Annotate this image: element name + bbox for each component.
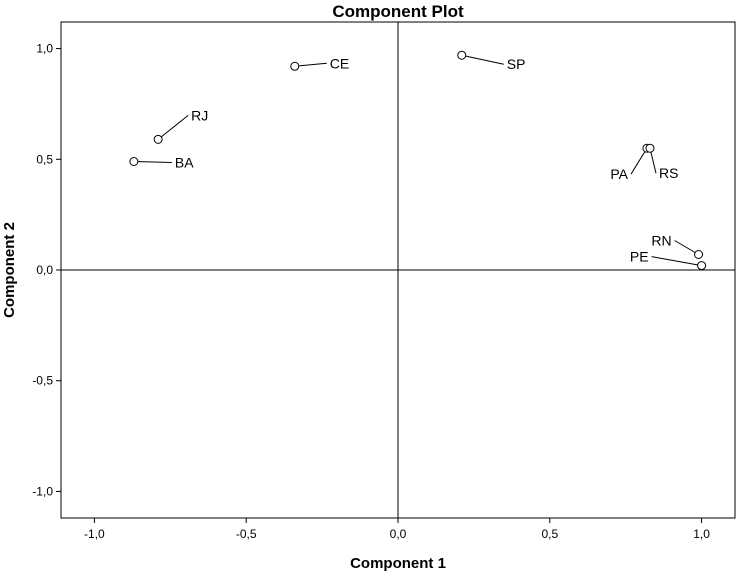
point-leader-line <box>157 114 189 140</box>
point-label: PA <box>610 166 628 182</box>
point-label: SP <box>507 56 526 72</box>
point-leader-line <box>674 240 699 255</box>
x-tick-label: 0,5 <box>541 527 558 541</box>
y-tick-label: -1,0 <box>32 484 53 498</box>
point-leader-line <box>630 147 648 175</box>
x-tick-label: -1,0 <box>84 527 105 541</box>
point-marker <box>290 61 300 71</box>
point-label: PE <box>630 249 649 265</box>
point-leader-line <box>651 256 702 267</box>
point-label: RJ <box>191 107 208 123</box>
point-marker <box>457 50 467 60</box>
x-axis-title: Component 1 <box>350 555 446 572</box>
point-leader-line <box>133 161 172 163</box>
y-tick-label: -0,5 <box>32 374 53 388</box>
point-label: BA <box>175 155 194 171</box>
point-marker <box>645 143 655 153</box>
x-tick-label: -0,5 <box>236 527 257 541</box>
point-leader-line <box>461 54 504 65</box>
point-leader-line <box>294 62 327 67</box>
y-tick-label: 0,0 <box>36 263 53 277</box>
point-marker <box>697 261 707 271</box>
y-tick-label: 1,0 <box>36 42 53 56</box>
point-marker <box>153 134 163 144</box>
y-axis-title: Component 2 <box>1 222 18 318</box>
x-axis-ticks: -1,0 -0,5 0,0 0,5 1,0 <box>84 518 710 541</box>
point-label: RS <box>659 165 678 181</box>
y-tick-label: 0,5 <box>36 152 53 166</box>
y-axis-ticks: 1,0 0,5 0,0 -0,5 -1,0 <box>32 42 61 498</box>
point-label: RN <box>651 233 671 249</box>
x-tick-label: 0,0 <box>390 527 407 541</box>
x-tick-label: 1,0 <box>693 527 710 541</box>
point-marker <box>694 250 704 259</box>
point-label: CE <box>330 55 349 71</box>
point-marker <box>129 157 139 166</box>
chart-title: Component Plot <box>332 2 464 21</box>
